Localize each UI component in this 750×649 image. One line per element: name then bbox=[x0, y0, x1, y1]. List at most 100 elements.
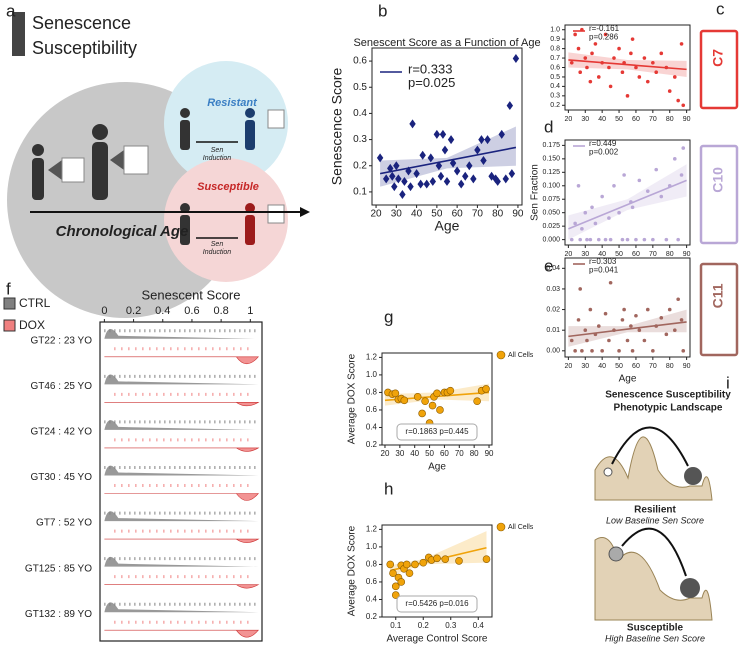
y-tick-label: 1.0 bbox=[366, 370, 378, 379]
point bbox=[654, 70, 659, 75]
point bbox=[590, 349, 594, 353]
point bbox=[622, 307, 626, 312]
point bbox=[433, 554, 441, 563]
annotation: p=0.002 bbox=[589, 148, 619, 157]
chart-title: Senescent Score as a Function of Age bbox=[353, 37, 540, 49]
point bbox=[421, 397, 429, 405]
y-tick-label: 1.0 bbox=[550, 27, 560, 34]
point bbox=[630, 205, 635, 210]
x-tick-label: 70 bbox=[455, 449, 464, 458]
point bbox=[654, 324, 659, 328]
panel-letter: i bbox=[726, 373, 730, 392]
plot-frame bbox=[371, 47, 523, 206]
point bbox=[470, 174, 477, 184]
arrow bbox=[621, 527, 687, 577]
point bbox=[629, 51, 633, 56]
x-tick-label: 90 bbox=[512, 209, 524, 220]
chart-title: Senescent Score bbox=[141, 287, 240, 302]
y-tick-label: 0.2 bbox=[366, 612, 378, 621]
point bbox=[681, 146, 686, 150]
point bbox=[437, 171, 445, 181]
x-tick-label: 90 bbox=[485, 449, 494, 458]
y-tick-label: 0.000 bbox=[542, 236, 560, 243]
y-tick-label: 0.02 bbox=[546, 306, 560, 313]
y-tick-label: 0.2 bbox=[550, 102, 560, 109]
point bbox=[596, 75, 601, 79]
plot-frame bbox=[381, 524, 493, 618]
point bbox=[413, 393, 422, 401]
point bbox=[634, 237, 638, 242]
ball bbox=[603, 467, 613, 477]
panel-letter: f bbox=[6, 279, 11, 298]
dox-cloud bbox=[104, 584, 260, 589]
point bbox=[506, 101, 514, 111]
x-tick-label: 50 bbox=[431, 209, 443, 220]
annotation: r=0.333 bbox=[408, 61, 452, 76]
ball bbox=[680, 578, 700, 598]
x-tick-label: 0.1 bbox=[390, 621, 402, 630]
point bbox=[391, 389, 400, 398]
annotation: p=0.041 bbox=[589, 266, 619, 275]
plot-frame bbox=[564, 257, 691, 358]
annotation: r=0.303 bbox=[589, 257, 617, 266]
point bbox=[405, 166, 412, 176]
silhouette bbox=[245, 120, 255, 150]
point bbox=[583, 328, 588, 332]
point bbox=[443, 176, 451, 186]
category-label: GT132 : 89 YO bbox=[25, 609, 92, 620]
x-tick-label: 70 bbox=[649, 251, 657, 258]
ctrl-cloud bbox=[104, 556, 259, 567]
point bbox=[405, 569, 414, 577]
dox-cloud bbox=[104, 402, 260, 407]
fit-line bbox=[568, 321, 687, 338]
point bbox=[399, 190, 406, 200]
y-tick-label: 1.2 bbox=[366, 524, 378, 533]
point bbox=[622, 173, 626, 177]
point bbox=[617, 210, 621, 215]
y-axis-label: Average DOX Score bbox=[347, 525, 358, 616]
category-label: GT7 : 52 YO bbox=[36, 518, 92, 529]
annotation: r=0.5426 p=0.016 bbox=[405, 599, 469, 608]
point bbox=[395, 174, 402, 184]
panel-letter: a bbox=[6, 1, 16, 20]
point bbox=[607, 216, 611, 220]
diagram-a: Senescence Susceptibility Sen Induction … bbox=[7, 12, 310, 318]
confidence-band bbox=[568, 309, 687, 347]
point bbox=[593, 42, 598, 46]
cluster-box bbox=[699, 29, 739, 110]
landscape-sub: Low Baseline Sen Score bbox=[606, 515, 704, 525]
point bbox=[576, 318, 581, 322]
panel-letter: h bbox=[384, 479, 393, 498]
confidence-band bbox=[568, 164, 687, 240]
point bbox=[637, 75, 642, 79]
x-tick-label: 0 bbox=[101, 305, 107, 317]
x-axis-label: Age bbox=[428, 462, 446, 473]
point bbox=[512, 53, 520, 63]
point bbox=[498, 129, 505, 139]
y-tick-label: 0.4 bbox=[550, 83, 560, 90]
y-axis-label: Senescence Score bbox=[329, 68, 345, 186]
point bbox=[389, 171, 396, 181]
x-tick-label: 50 bbox=[615, 363, 623, 370]
cell-icons bbox=[48, 109, 285, 224]
x-tick-label: 30 bbox=[581, 363, 589, 370]
point bbox=[449, 158, 457, 168]
plot-frame bbox=[381, 352, 493, 446]
y-tick-label: 0.6 bbox=[353, 56, 367, 67]
x-tick-label: 60 bbox=[452, 209, 464, 220]
point bbox=[482, 555, 491, 563]
y-tick-label: 0.4 bbox=[366, 595, 378, 604]
ctrl-cloud bbox=[104, 420, 259, 430]
category-label: GT125 : 85 YO bbox=[25, 563, 92, 574]
x-tick-label: 40 bbox=[598, 363, 606, 370]
point bbox=[580, 349, 584, 353]
panel-letter: d bbox=[544, 117, 553, 136]
point bbox=[436, 406, 444, 414]
x-tick-label: 60 bbox=[632, 251, 640, 258]
point bbox=[645, 189, 650, 193]
x-tick-label: 40 bbox=[410, 449, 419, 458]
point bbox=[651, 349, 655, 353]
point bbox=[603, 311, 608, 316]
x-tick-label: 0.6 bbox=[184, 305, 199, 317]
